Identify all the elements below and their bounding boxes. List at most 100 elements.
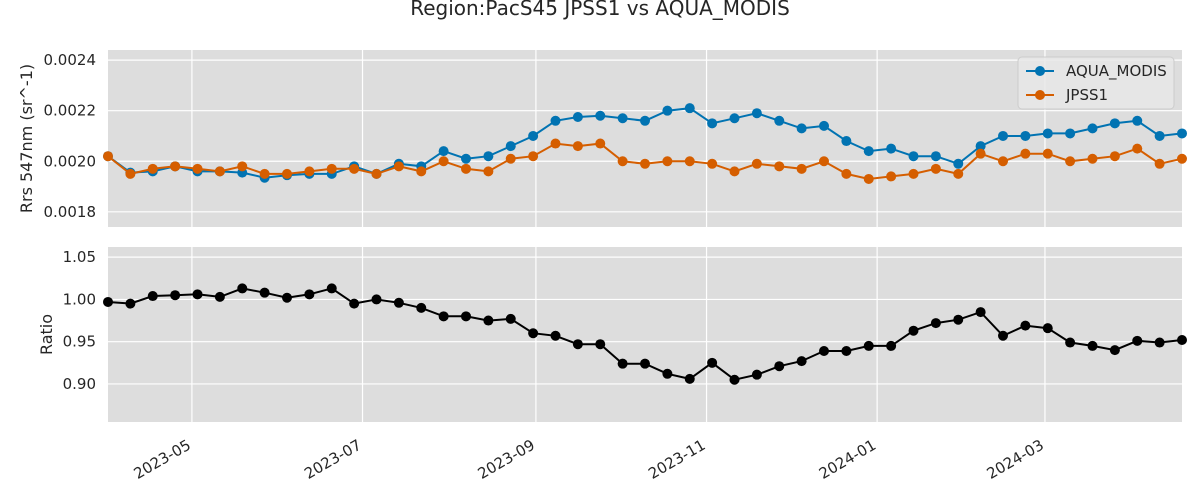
top-point-jpss1: [617, 156, 628, 167]
top-point-jpss1: [908, 168, 919, 179]
bottom-point-ratio: [170, 290, 181, 301]
chart-title: Region:PacS45 JPSS1 vs AQUA_MODIS: [410, 0, 790, 20]
top-point-jpss1: [304, 166, 315, 177]
bottom-point-ratio: [349, 298, 360, 309]
bottom-point-ratio: [1087, 340, 1098, 351]
top-point-aqua-modis: [461, 153, 471, 164]
bottom-point-ratio: [371, 294, 382, 305]
bottom-y-tick-label: 0.95: [63, 333, 96, 351]
top-point-jpss1: [505, 153, 516, 164]
top-point-aqua-modis: [796, 123, 807, 134]
top-point-jpss1: [662, 156, 673, 167]
bottom-y-tick-label: 0.90: [63, 375, 96, 393]
top-point-jpss1: [1065, 156, 1076, 167]
top-point-aqua-modis: [1020, 130, 1031, 141]
bottom-y-axis-label: Ratio: [37, 314, 56, 355]
top-point-jpss1: [170, 161, 181, 172]
x-tick-label: 2023-09: [475, 436, 538, 483]
x-tick-label: 2023-05: [131, 436, 194, 483]
top-point-aqua-modis: [640, 115, 650, 126]
top-y-tick-label: 0.0020: [44, 152, 97, 170]
top-point-jpss1: [125, 168, 136, 179]
top-point-aqua-modis: [819, 120, 829, 131]
top-point-jpss1: [751, 158, 762, 169]
top-point-jpss1: [953, 168, 964, 179]
top-y-axis-label: Rrs 547nm (sr^-1): [17, 64, 36, 213]
top-point-aqua-modis: [751, 108, 762, 119]
top-point-jpss1: [326, 163, 337, 174]
bottom-point-ratio: [1109, 345, 1120, 356]
top-point-aqua-modis: [863, 146, 874, 157]
legend-marker-aqua-modis: [1035, 66, 1045, 76]
bottom-point-ratio: [640, 358, 650, 369]
bottom-point-ratio: [214, 291, 225, 302]
bottom-point-ratio: [819, 345, 829, 356]
top-point-aqua-modis: [1065, 128, 1076, 139]
bottom-point-ratio: [483, 315, 494, 326]
bottom-point-ratio: [505, 313, 516, 324]
top-point-jpss1: [796, 163, 807, 174]
top-point-aqua-modis: [550, 115, 561, 126]
bottom-point-ratio: [1154, 337, 1165, 348]
top-point-jpss1: [214, 166, 225, 177]
top-point-jpss1: [572, 141, 583, 152]
bottom-point-ratio: [841, 345, 852, 356]
top-point-jpss1: [371, 168, 382, 179]
top-point-jpss1: [774, 161, 785, 172]
bottom-point-ratio: [595, 339, 606, 350]
top-point-aqua-modis: [528, 130, 539, 141]
top-point-jpss1: [550, 138, 561, 149]
bottom-point-ratio: [416, 302, 427, 313]
bottom-point-ratio: [863, 340, 874, 351]
bottom-point-ratio: [953, 314, 964, 325]
top-point-jpss1: [684, 156, 695, 167]
bottom-point-ratio: [528, 328, 539, 339]
top-point-aqua-modis: [505, 141, 516, 152]
bottom-point-ratio: [908, 325, 919, 336]
top-point-jpss1: [103, 151, 113, 162]
bottom-point-ratio: [1132, 335, 1143, 346]
top-point-jpss1: [528, 151, 539, 162]
top-point-jpss1: [237, 161, 248, 172]
top-point-jpss1: [438, 156, 449, 167]
top-point-aqua-modis: [595, 110, 606, 121]
legend-marker-jpss1: [1035, 90, 1045, 100]
bottom-point-ratio: [304, 289, 315, 300]
bottom-y-tick-label: 1.05: [63, 248, 96, 266]
bottom-point-ratio: [1020, 320, 1031, 331]
top-point-jpss1: [1154, 158, 1165, 169]
bottom-point-ratio: [125, 298, 136, 309]
bottom-point-ratio: [438, 311, 449, 322]
bottom-point-ratio: [103, 296, 113, 307]
top-point-aqua-modis: [998, 130, 1008, 141]
bottom-point-ratio: [1177, 334, 1187, 345]
top-point-aqua-modis: [1042, 128, 1053, 139]
top-point-aqua-modis: [953, 158, 964, 169]
bottom-point-ratio: [751, 369, 762, 380]
x-tick-label: 2024-01: [816, 436, 879, 483]
top-y-tick-label: 0.0024: [44, 51, 97, 69]
top-point-aqua-modis: [662, 105, 673, 116]
top-point-jpss1: [483, 166, 494, 177]
top-point-aqua-modis: [975, 141, 986, 152]
top-point-aqua-modis: [1177, 128, 1187, 139]
top-point-jpss1: [192, 163, 203, 174]
top-point-aqua-modis: [438, 146, 449, 157]
legend-label-aqua-modis: AQUA_MODIS: [1066, 62, 1167, 81]
top-point-jpss1: [863, 173, 874, 184]
top-point-aqua-modis: [774, 115, 785, 126]
bottom-point-ratio: [729, 374, 740, 385]
bottom-point-ratio: [237, 283, 248, 294]
bottom-point-ratio: [461, 311, 471, 322]
bottom-plot-area: [108, 247, 1182, 422]
top-point-aqua-modis: [483, 151, 494, 162]
top-point-jpss1: [1132, 143, 1143, 154]
top-point-jpss1: [349, 163, 360, 174]
top-point-jpss1: [1109, 151, 1120, 162]
top-point-aqua-modis: [617, 113, 628, 124]
top-point-aqua-modis: [1087, 123, 1098, 134]
bottom-y-tick-label: 1.00: [63, 290, 96, 308]
bottom-point-ratio: [259, 287, 270, 298]
